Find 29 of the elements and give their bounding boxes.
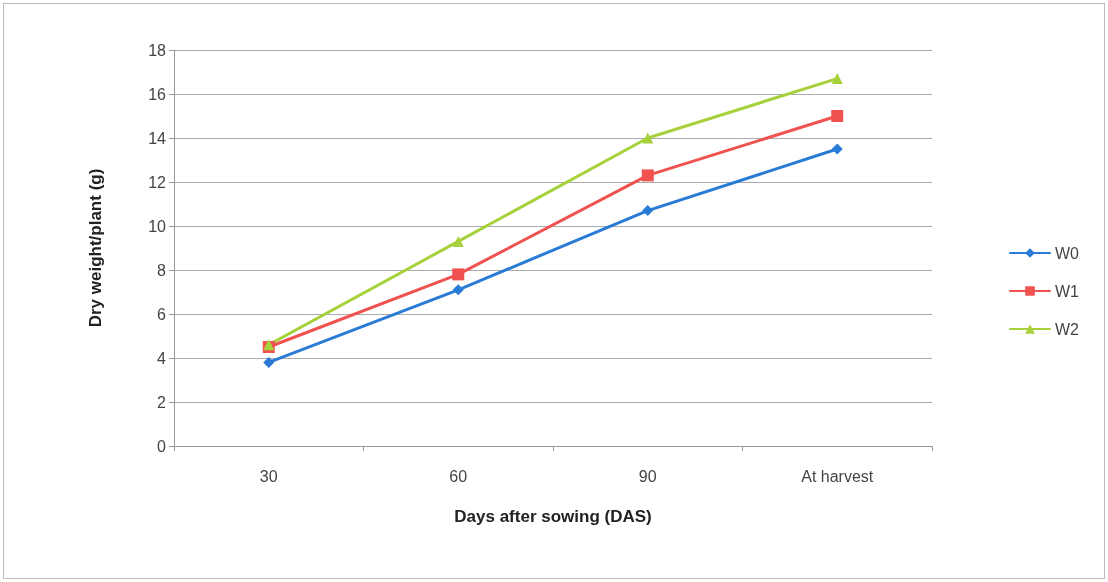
y-tick-label: 8: [157, 261, 167, 279]
y-tick-label: 12: [148, 173, 167, 191]
point: [831, 143, 843, 155]
y-tick-label: 16: [148, 85, 167, 103]
legend-label: W1: [1055, 282, 1080, 300]
x-tick-label: 60: [449, 467, 468, 485]
x-axis-title: Days after sowing (DAS): [454, 507, 652, 526]
point: [452, 235, 464, 247]
point: [263, 356, 275, 368]
x-tick-label: At harvest: [801, 467, 874, 485]
point: [642, 205, 654, 217]
legend-label: W2: [1055, 320, 1080, 338]
y-tick-label: 14: [148, 129, 167, 147]
y-tick-label: 6: [157, 305, 167, 323]
y-tick-label: 2: [157, 393, 167, 411]
y-tick-label: 18: [148, 41, 167, 59]
y-tick-label: 4: [157, 349, 167, 367]
x-tick-label: 90: [638, 467, 657, 485]
y-tick-label: 10: [148, 217, 167, 235]
point: [642, 132, 654, 144]
point: [452, 284, 464, 296]
point: [452, 268, 465, 281]
legend-label: W0: [1055, 244, 1080, 262]
y-axis-title: Dry weight/plant (g): [86, 168, 105, 328]
point: [831, 110, 844, 122]
x-tick-label: 30: [259, 467, 278, 485]
point: [831, 73, 843, 85]
point: [641, 169, 654, 182]
y-tick-label: 0: [157, 437, 167, 455]
